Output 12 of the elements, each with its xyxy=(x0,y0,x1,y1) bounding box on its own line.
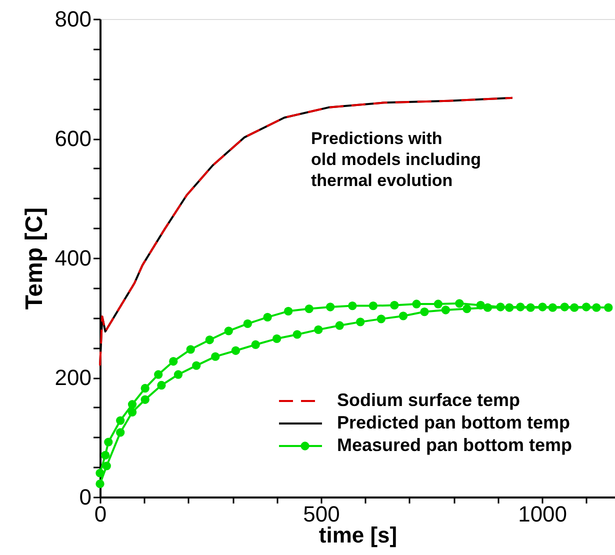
y-tick-label: 400 xyxy=(54,246,92,270)
x-tick-label: 0 xyxy=(94,502,107,526)
y-tick-label: 800 xyxy=(54,6,92,32)
y-tick-label: 600 xyxy=(54,126,92,151)
legend-label: Measured pan bottom temp xyxy=(337,435,572,455)
y-axis-title: Temp [C] xyxy=(20,207,48,310)
y-tick-label: 200 xyxy=(54,365,92,390)
legend-label: Sodium surface temp xyxy=(337,390,520,410)
y-tick-label: 0 xyxy=(79,484,92,510)
annotation: Predictions with old models including thermal evolution xyxy=(311,129,481,190)
legend-label: Predicted pan bottom temp xyxy=(337,412,570,432)
x-tick-label: 1000 xyxy=(518,502,568,526)
